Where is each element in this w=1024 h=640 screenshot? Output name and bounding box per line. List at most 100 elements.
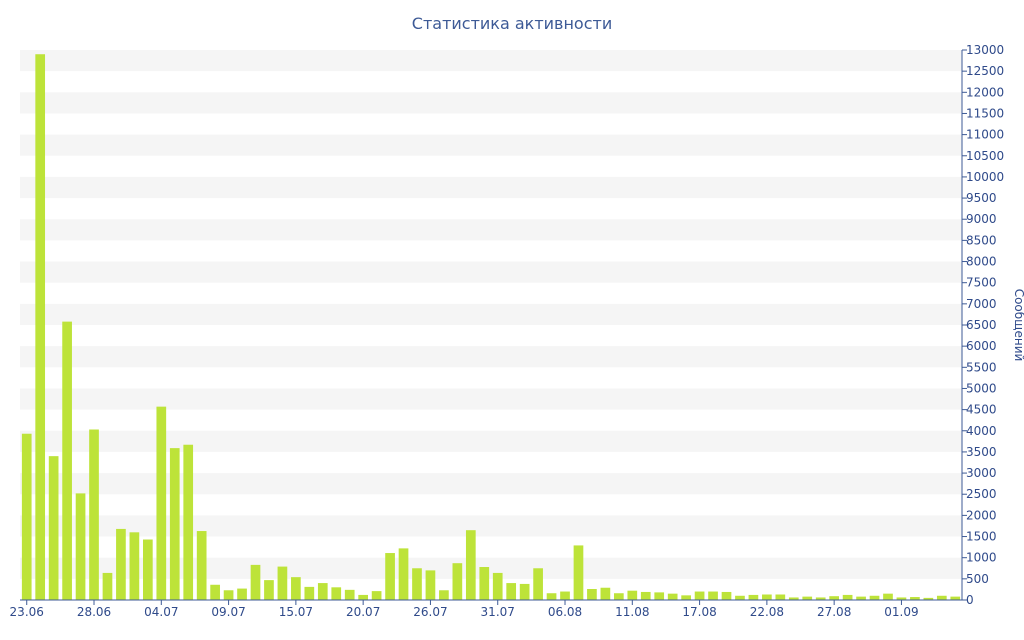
bar bbox=[250, 564, 261, 600]
bar bbox=[129, 532, 140, 600]
grid-band bbox=[20, 219, 962, 241]
bar bbox=[708, 591, 718, 600]
x-tick-label: 09.07 bbox=[211, 605, 245, 619]
grid-bands bbox=[20, 50, 962, 579]
bar bbox=[869, 595, 880, 600]
y-tick-label: 4500 bbox=[966, 403, 997, 417]
bar bbox=[775, 594, 786, 600]
grid-band bbox=[20, 134, 962, 156]
grid-band bbox=[20, 388, 962, 410]
bar bbox=[21, 433, 32, 600]
bar bbox=[735, 595, 745, 600]
y-tick-label: 12000 bbox=[966, 85, 1004, 99]
bar bbox=[116, 528, 126, 600]
bar bbox=[694, 591, 705, 600]
bar bbox=[385, 553, 395, 600]
bar bbox=[910, 597, 920, 600]
y-tick-label: 8000 bbox=[966, 255, 997, 269]
bar bbox=[600, 587, 611, 600]
x-tick-label: 23.06 bbox=[10, 605, 44, 619]
bar bbox=[89, 429, 99, 600]
bar bbox=[371, 591, 382, 600]
x-axis-ticks: 23.06 28.06 04.07 09.07 15.07 20.07 26.07 31.07… bbox=[10, 600, 919, 619]
y-tick-label: 7500 bbox=[966, 276, 997, 290]
x-tick-label: 01.09 bbox=[884, 605, 918, 619]
bar bbox=[492, 572, 503, 600]
bar bbox=[169, 448, 180, 600]
bar bbox=[304, 586, 315, 600]
y-axis-title: Сообщений bbox=[1012, 289, 1024, 362]
y-tick-label: 8500 bbox=[966, 233, 997, 247]
bar bbox=[640, 591, 651, 600]
x-tick-label: 17.08 bbox=[682, 605, 716, 619]
bar bbox=[923, 597, 934, 600]
y-tick-label: 13000 bbox=[966, 43, 1004, 57]
bar bbox=[264, 580, 274, 600]
bar bbox=[291, 577, 301, 600]
bar bbox=[344, 589, 355, 600]
y-tick-label: 12500 bbox=[966, 64, 1004, 78]
bar bbox=[223, 590, 234, 600]
y-axis-ticks: 0 500 1000 1500 2000 2500 3000 3500 4000 4500 5000… bbox=[962, 43, 1004, 607]
y-tick-label: 5500 bbox=[966, 360, 997, 374]
bar bbox=[237, 588, 247, 600]
y-tick-label: 6500 bbox=[966, 318, 997, 332]
x-tick-label: 11.08 bbox=[615, 605, 649, 619]
y-tick-label: 1000 bbox=[966, 551, 997, 565]
bar bbox=[950, 596, 961, 600]
bar bbox=[196, 531, 207, 600]
bar bbox=[156, 406, 167, 600]
bar bbox=[788, 597, 799, 600]
bar bbox=[883, 593, 893, 600]
bar bbox=[465, 530, 476, 600]
bar bbox=[802, 596, 813, 600]
grid-band bbox=[20, 473, 962, 495]
y-tick-label: 3500 bbox=[966, 445, 997, 459]
bar bbox=[896, 597, 907, 600]
grid-band bbox=[20, 176, 962, 199]
bar bbox=[519, 583, 530, 600]
y-tick-label: 11000 bbox=[966, 128, 1004, 142]
x-tick-label: 22.08 bbox=[750, 605, 784, 619]
y-tick-label: 2500 bbox=[966, 487, 997, 501]
bar bbox=[398, 548, 409, 600]
bar bbox=[277, 566, 288, 600]
bar bbox=[721, 591, 732, 600]
bar bbox=[425, 570, 436, 600]
x-tick-label: 28.06 bbox=[77, 605, 111, 619]
bar bbox=[936, 595, 947, 600]
y-tick-label: 3000 bbox=[966, 466, 997, 480]
bar bbox=[533, 568, 543, 600]
bar bbox=[452, 563, 463, 600]
grid-band bbox=[20, 92, 962, 114]
bar bbox=[317, 583, 328, 600]
bar bbox=[412, 568, 422, 600]
grid-band bbox=[20, 261, 962, 283]
y-tick-label: 7000 bbox=[966, 297, 997, 311]
bar bbox=[102, 572, 113, 600]
y-tick-label: 10500 bbox=[966, 149, 1004, 163]
bar bbox=[560, 591, 570, 600]
y-tick-label: 1500 bbox=[966, 530, 997, 544]
y-tick-label: 2000 bbox=[966, 508, 997, 522]
x-tick-label: 04.07 bbox=[144, 605, 178, 619]
bar bbox=[829, 596, 839, 600]
y-tick-label: 10000 bbox=[966, 170, 1004, 184]
grid-band bbox=[20, 346, 962, 368]
bar bbox=[573, 545, 584, 600]
x-tick-label: 27.08 bbox=[817, 605, 851, 619]
bar bbox=[331, 587, 342, 600]
bar bbox=[546, 593, 557, 600]
y-tick-label: 0 bbox=[966, 593, 974, 607]
y-tick-label: 500 bbox=[966, 572, 989, 586]
y-tick-label: 5000 bbox=[966, 381, 997, 395]
bar bbox=[358, 594, 368, 600]
y-tick-label: 4000 bbox=[966, 424, 997, 438]
bar bbox=[62, 321, 72, 600]
bar bbox=[479, 567, 490, 600]
bar bbox=[587, 589, 597, 600]
bar bbox=[48, 456, 59, 600]
y-tick-label: 6000 bbox=[966, 339, 997, 353]
x-tick-label: 26.07 bbox=[413, 605, 447, 619]
